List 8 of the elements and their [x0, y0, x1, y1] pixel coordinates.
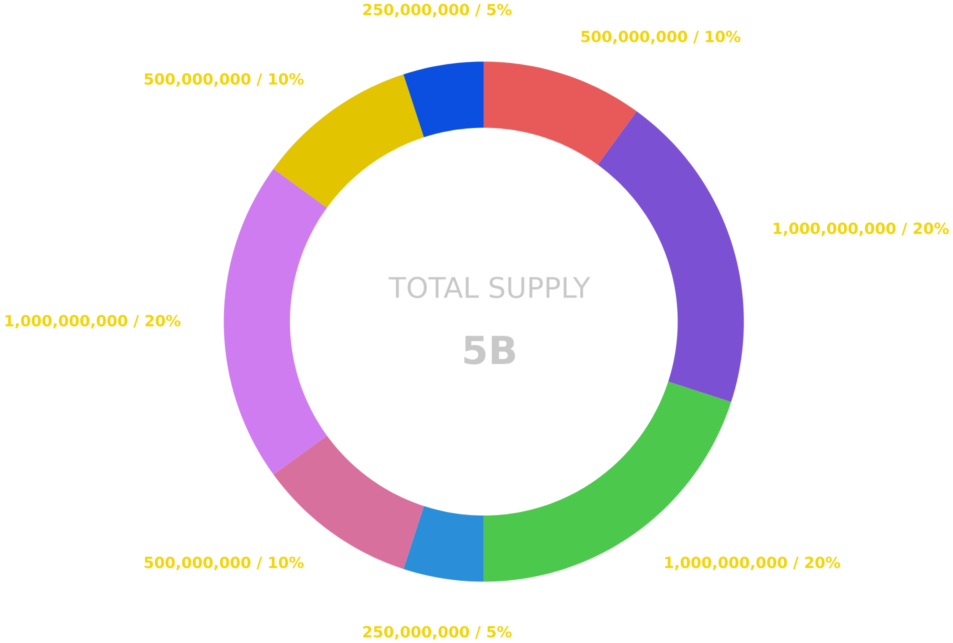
data-label: 500,000,000 / 10%: [581, 30, 740, 44]
data-label: 250,000,000 / 5%: [363, 626, 512, 640]
data-label: 1,000,000,000 / 20%: [774, 222, 949, 236]
data-label: 250,000,000 / 5%: [363, 4, 512, 18]
data-label: 1,000,000,000 / 20%: [665, 556, 840, 570]
data-label: 500,000,000 / 10%: [144, 556, 304, 570]
data-label: 500,000,000 / 10%: [144, 72, 304, 87]
data-label: 1,000,000,000 / 20%: [6, 314, 181, 328]
